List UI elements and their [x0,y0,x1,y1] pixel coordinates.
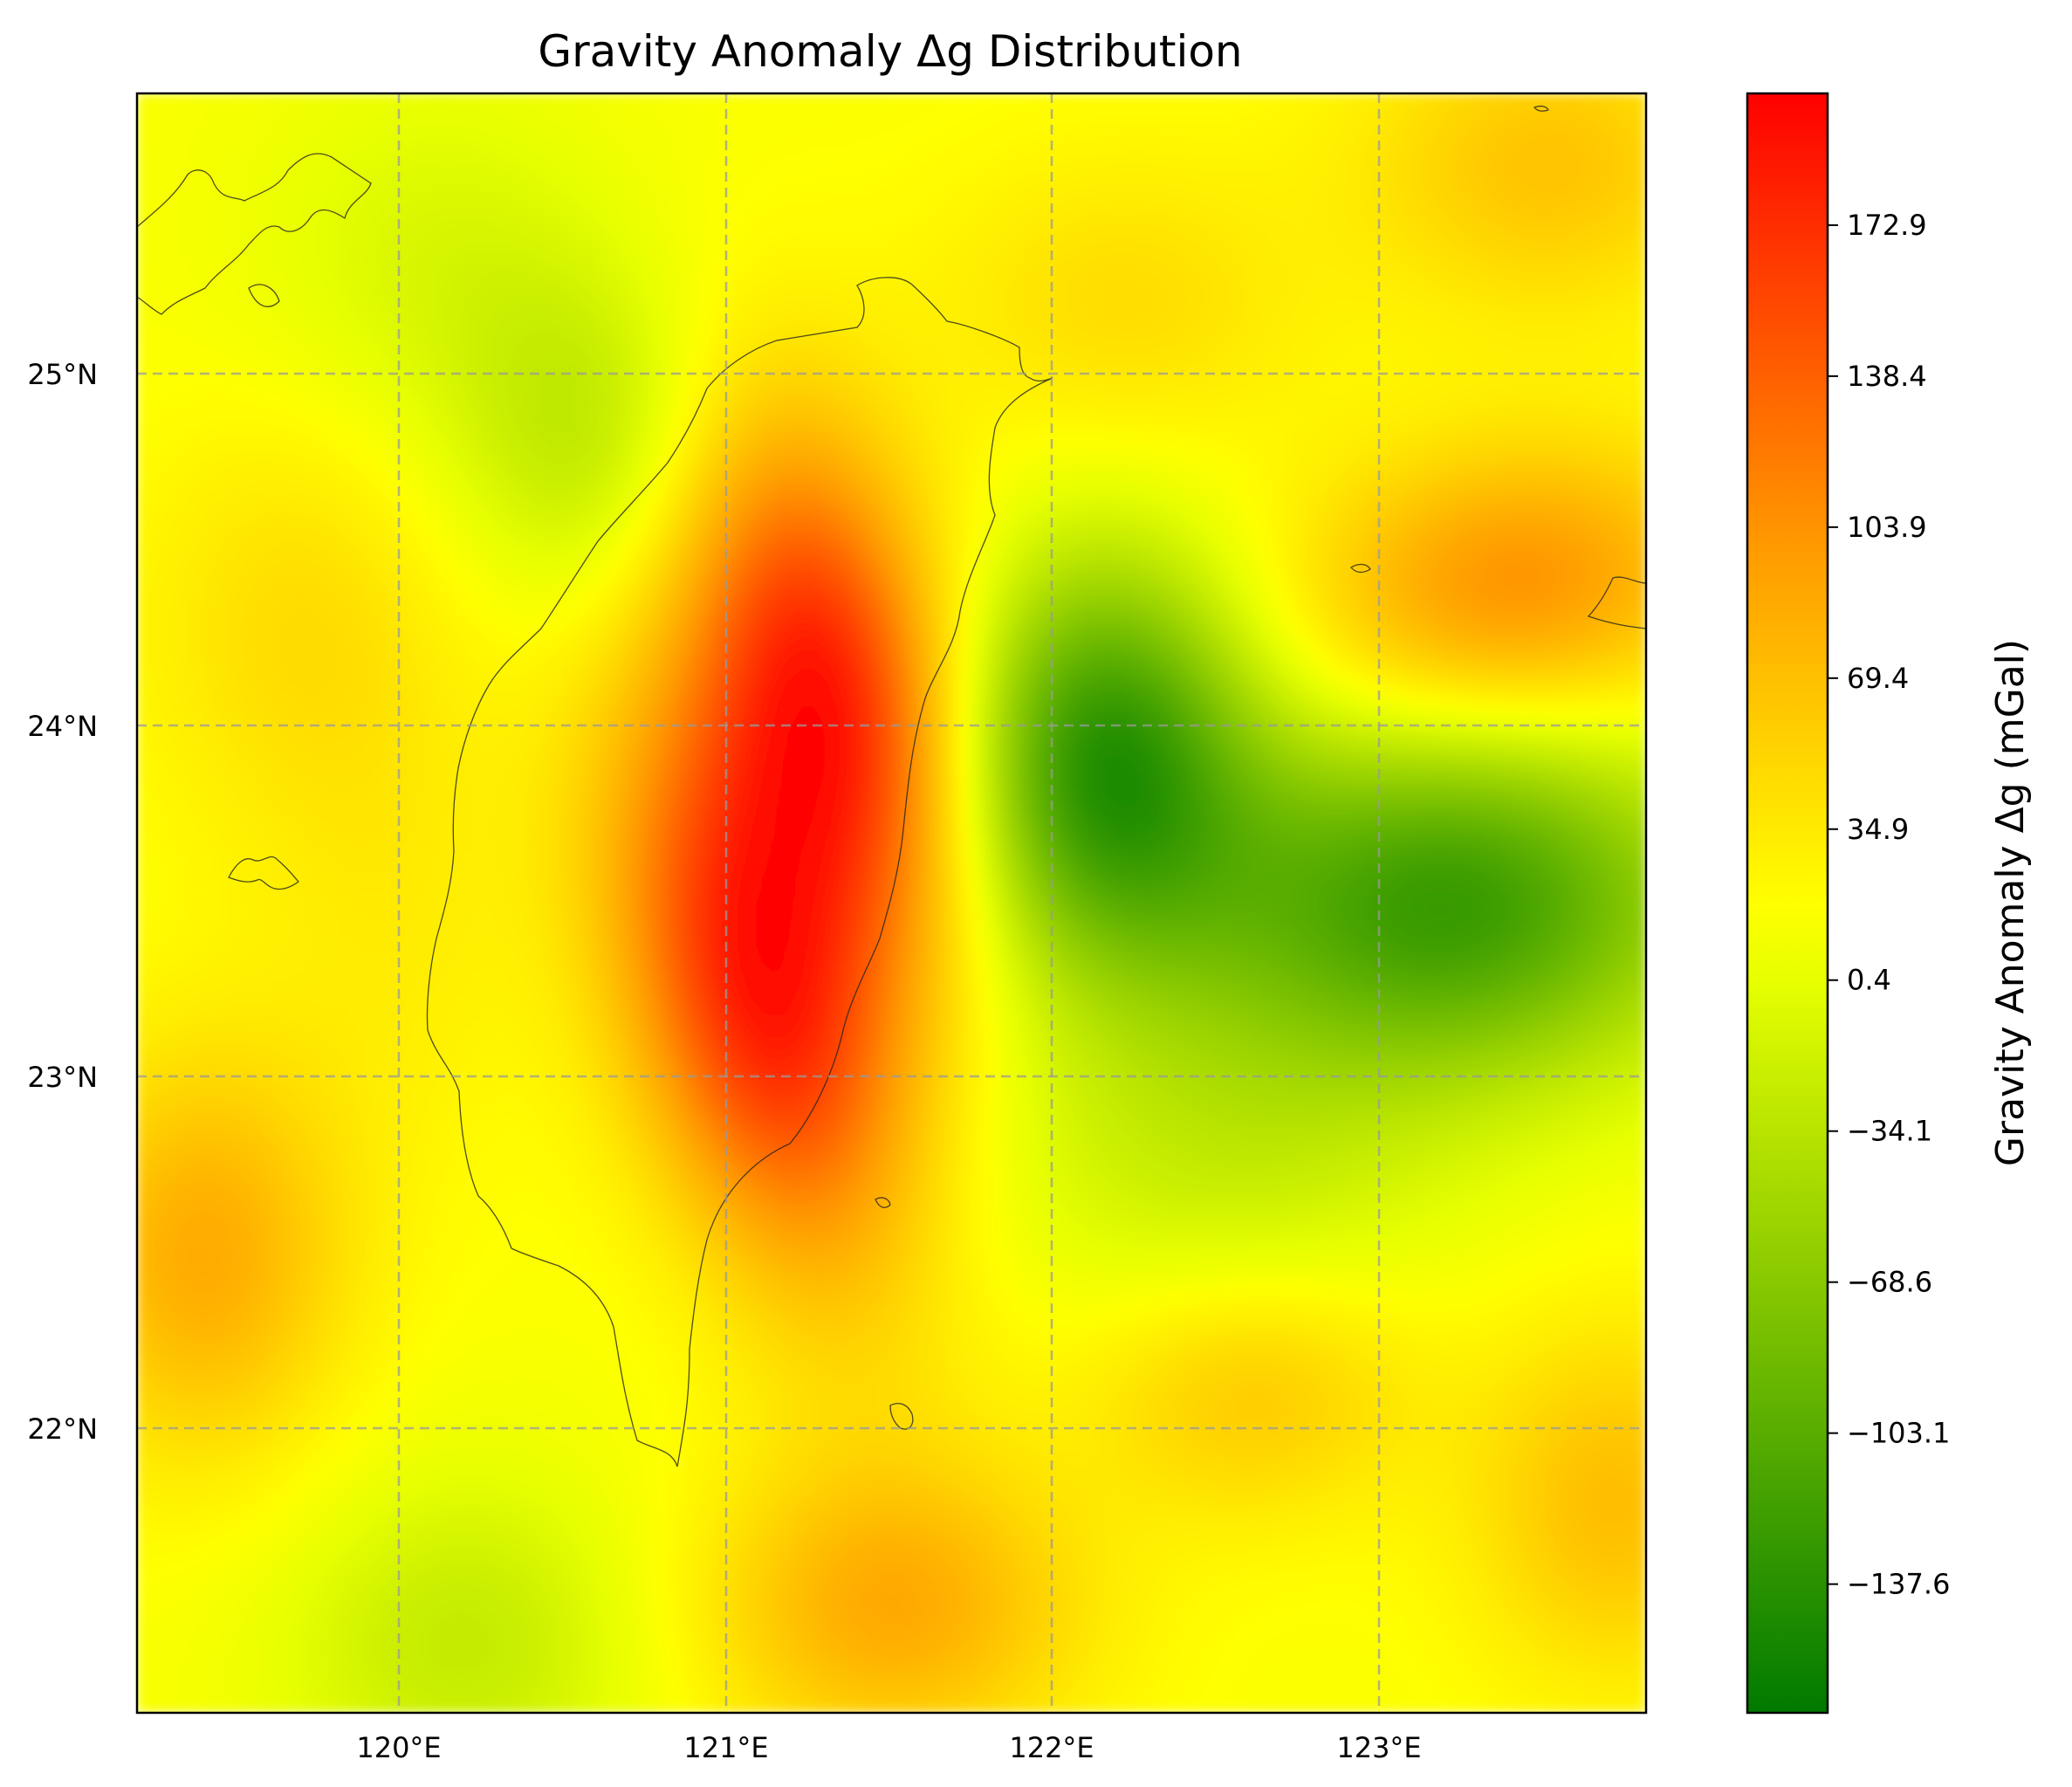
x-tick-label-120: 120°E [356,1731,441,1764]
colorbar-tick-label: 69.4 [1847,662,1909,695]
coastline-orchid-island [889,1403,914,1430]
gridlines [137,93,1646,1713]
y-tick-label-25: 25°N [27,358,98,391]
y-tick-label-24: 24°N [27,710,98,743]
coastline-green-island [875,1197,891,1208]
colorbar: 172.9 138.4 103.9 69.4 34.9 0.4 −34.1 −68.6 −103… [1746,92,2033,1715]
y-tick-label-23: 23°N [27,1061,98,1094]
map-axes: 120°E 121°E 122°E 123°E 25°N 24°N 23°N 2… [27,92,1648,1764]
colorbar-tick-label: 34.9 [1847,813,1909,846]
coastline-matsu [248,284,280,307]
coastline-iriomote [1587,576,1646,629]
colorbar-tick-label: 138.4 [1847,360,1927,393]
colorbar-tick-label: 103.9 [1847,511,1927,544]
colorbar-tick-label: 0.4 [1847,964,1891,997]
map-frame [135,92,1648,1715]
colorbar-ticks: 172.9 138.4 103.9 69.4 34.9 0.4 −34.1 −68.6 −103… [1828,209,1950,1601]
colorbar-tick-label: −34.1 [1847,1115,1932,1148]
coastline-island-ne [1533,105,1549,112]
colorbar-tick-label: −137.6 [1847,1568,1950,1601]
coastline-penghu [228,856,299,890]
coastline-yonaguni [1350,563,1371,574]
chart-title: Gravity Anomaly Δg Distribution [538,26,1242,77]
x-tick-label-123: 123°E [1336,1731,1421,1764]
colorbar-tick-label: 172.9 [1847,209,1927,242]
heatmap-image [137,93,1646,1713]
colorbar-tick-label: −103.1 [1847,1417,1950,1450]
colorbar-fill [1747,93,1828,1713]
colorbar-tick-label: −68.6 [1847,1266,1932,1299]
x-tick-label-121: 121°E [683,1731,768,1764]
y-tick-label-22: 22°N [27,1412,98,1446]
x-tick-label-122: 122°E [1009,1731,1094,1764]
colorbar-label: Gravity Anomaly Δg (mGal) [1988,639,2033,1166]
colorbar-frame [1746,92,1829,1715]
coastlines [137,105,1646,1467]
coastline-taiwan [426,277,1053,1467]
coastline-china [137,153,372,315]
